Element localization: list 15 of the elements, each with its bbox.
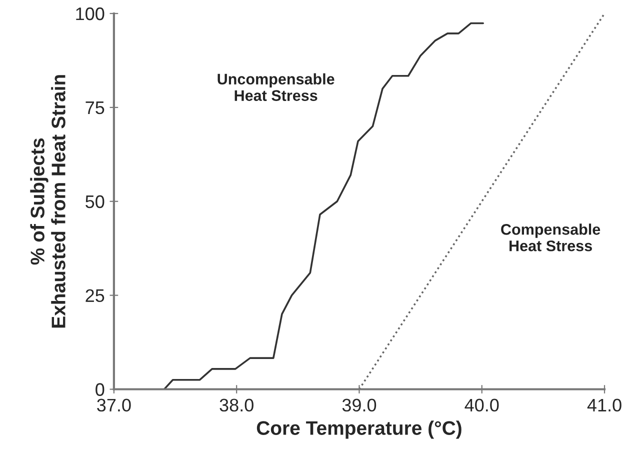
x-tick-label: 41.0 bbox=[587, 398, 622, 412]
x-tick-label: 39.0 bbox=[342, 398, 376, 412]
x-tick-label: 38.0 bbox=[220, 398, 254, 412]
y-tick-label: 75 bbox=[86, 102, 104, 114]
x-tick-label: 40.0 bbox=[464, 398, 499, 412]
y-tick-label: 50 bbox=[86, 195, 104, 208]
y-tick-label: 100 bbox=[76, 7, 104, 20]
annotation: Uncompensable Heat Stress bbox=[218, 73, 334, 101]
x-tick-label: 37.0 bbox=[97, 398, 131, 412]
line-series bbox=[163, 22, 484, 390]
y-tick-label: 0 bbox=[96, 383, 104, 396]
y-axis-title: % of Subjects Exhausted from Heat Strain bbox=[30, 75, 66, 328]
y-tick-label: 25 bbox=[86, 289, 104, 302]
annotation: Compensable Heat Stress bbox=[501, 224, 600, 252]
x-axis-title: Core Temperature (°C) bbox=[256, 420, 462, 439]
